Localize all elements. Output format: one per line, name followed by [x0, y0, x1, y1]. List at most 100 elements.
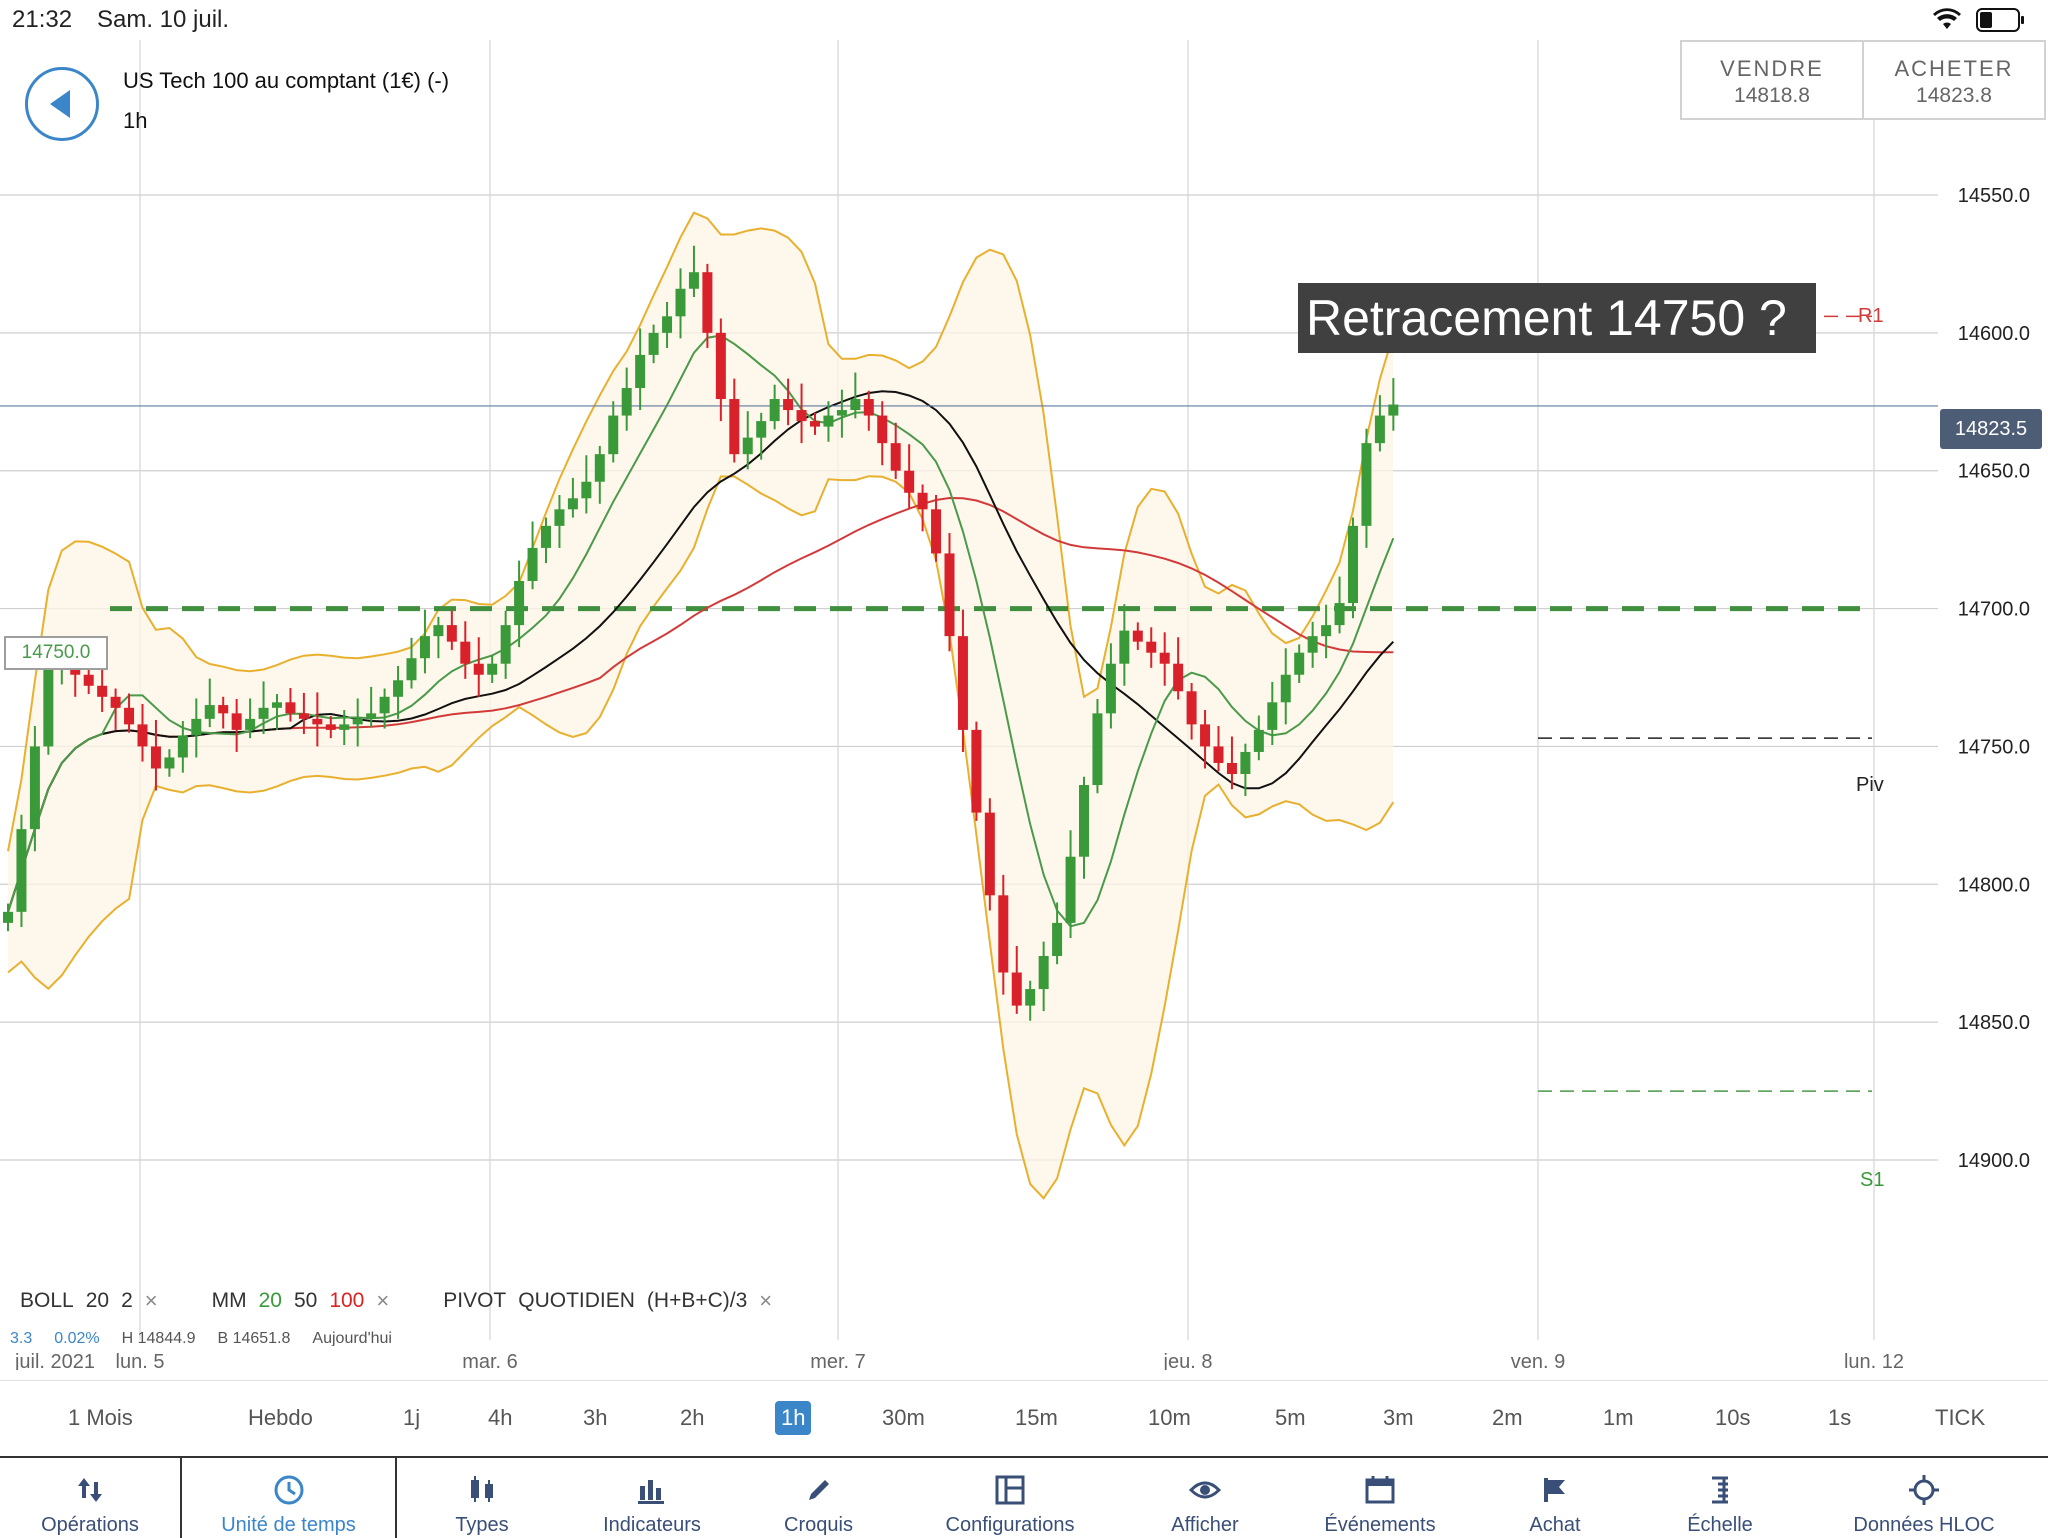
- toolbar-candles[interactable]: Types: [397, 1458, 567, 1538]
- toolbar-label: Configurations: [945, 1514, 1075, 1536]
- timeframe-10s[interactable]: 10s: [1715, 1405, 1751, 1430]
- candle-body: [393, 680, 404, 697]
- timeframe-4h[interactable]: 4h: [488, 1405, 513, 1430]
- clock-icon: [274, 1475, 303, 1505]
- toolbar-layout[interactable]: Configurations: [900, 1458, 1120, 1538]
- candle-body: [675, 288, 686, 317]
- timeframe-3m[interactable]: 3m: [1383, 1405, 1414, 1430]
- candle: [379, 688, 390, 729]
- timeframe-1j[interactable]: 1j: [403, 1405, 421, 1430]
- y-tick-label: 14550.0: [1958, 185, 2030, 207]
- timeframe-3h[interactable]: 3h: [583, 1405, 608, 1430]
- candle: [729, 378, 740, 463]
- timeframe-15m[interactable]: 15m: [1015, 1405, 1058, 1430]
- candle-body: [635, 354, 646, 388]
- candle-body: [742, 437, 753, 455]
- timeframe-hebdo[interactable]: Hebdo: [248, 1405, 313, 1430]
- candle: [1334, 576, 1345, 634]
- s1-label: S1: [1860, 1169, 1884, 1191]
- remove-pivot-icon[interactable]: ×: [759, 1288, 773, 1313]
- timeframe-tick[interactable]: TICK: [1935, 1405, 1986, 1430]
- candle-body: [514, 581, 525, 626]
- sell-button[interactable]: VENDRE 14818.8: [1680, 40, 1864, 120]
- pivot-name[interactable]: PIVOT: [443, 1289, 507, 1312]
- candle-body: [1388, 404, 1399, 416]
- toolbar-pencil[interactable]: Croquis: [737, 1458, 900, 1538]
- candles-icon: [471, 1476, 493, 1502]
- timeframe-1s[interactable]: 1s: [1828, 1405, 1852, 1430]
- timeframe-1m[interactable]: 1m: [1603, 1405, 1634, 1430]
- candle-body: [1267, 702, 1278, 730]
- price-chart[interactable]: 14900.0 14850.0 14800.0 14750.0 14700.0 14650…: [0, 40, 2048, 1370]
- toolbar-scale[interactable]: Échelle: [1640, 1458, 1800, 1538]
- remove-mm-icon[interactable]: ×: [376, 1288, 390, 1313]
- toolbar-crosshair[interactable]: Données HLOC: [1800, 1458, 2048, 1538]
- toolbar-eye[interactable]: Afficher: [1120, 1458, 1290, 1538]
- candle: [581, 455, 592, 514]
- candle-body: [446, 625, 457, 642]
- candle-body: [1294, 652, 1305, 675]
- candle: [272, 694, 282, 730]
- candle: [352, 698, 363, 747]
- x-tick-label: ven. 9: [1511, 1351, 1565, 1370]
- timeframe-5m[interactable]: 5m: [1275, 1405, 1306, 1430]
- timeframe-2m[interactable]: 2m: [1492, 1405, 1523, 1430]
- back-button[interactable]: [25, 67, 99, 141]
- candle: [500, 610, 511, 679]
- info-low: B 14651.8: [217, 1330, 291, 1346]
- candle: [554, 494, 565, 548]
- timeframe-2h[interactable]: 2h: [680, 1405, 705, 1430]
- candle: [594, 445, 605, 504]
- x-tick-label: mer. 7: [810, 1351, 866, 1370]
- remove-boll-icon[interactable]: ×: [144, 1288, 158, 1313]
- timeframe-1h[interactable]: 1h: [775, 1401, 812, 1435]
- candle-body: [191, 718, 202, 736]
- y-axis: 14900.0 14850.0 14800.0 14750.0 14700.0 14650…: [1958, 185, 2030, 1172]
- candle-body: [298, 713, 309, 719]
- timeframe-10m[interactable]: 10m: [1148, 1405, 1191, 1430]
- toolbar-calendar[interactable]: Événements: [1290, 1458, 1470, 1538]
- boll-name[interactable]: BOLL: [20, 1289, 74, 1312]
- candle: [245, 698, 256, 739]
- candle-body: [581, 481, 592, 499]
- toolbar-bars[interactable]: Indicateurs: [567, 1458, 737, 1538]
- toolbar-flag[interactable]: Achat: [1470, 1458, 1640, 1538]
- candle: [715, 318, 726, 422]
- pivot-formula: (H+B+C)/3: [646, 1289, 748, 1312]
- candle-body: [1334, 603, 1345, 626]
- candle-body: [245, 718, 256, 730]
- candle-body: [567, 498, 578, 510]
- candle-body: [433, 625, 444, 637]
- x-axis: juil. 2021 lun. 5 mar. 6 mer. 7 jeu. 8 ven. 9…: [14, 1351, 1904, 1370]
- candle-body: [97, 685, 108, 697]
- candle: [944, 533, 955, 652]
- candle-body: [500, 625, 511, 664]
- toolbar-clock[interactable]: Unité de temps: [182, 1458, 395, 1538]
- candle-body: [1052, 922, 1063, 956]
- timeframe-30m[interactable]: 30m: [882, 1405, 925, 1430]
- candle: [191, 698, 202, 758]
- candle: [419, 609, 430, 674]
- candle-body: [810, 421, 820, 427]
- candle-body: [3, 911, 13, 923]
- candle-body: [944, 553, 955, 637]
- candle-body: [648, 332, 659, 355]
- buy-button[interactable]: ACHETER 14823.8: [1862, 40, 2046, 120]
- level-tag[interactable]: 14750.0: [4, 636, 108, 670]
- candle: [487, 655, 498, 684]
- candle: [1348, 517, 1358, 619]
- candle: [836, 389, 847, 438]
- y-tick-label: 14600.0: [1958, 323, 2030, 345]
- timeframe-1-mois[interactable]: 1 Mois: [68, 1405, 133, 1430]
- buy-label: ACHETER: [1894, 56, 2014, 81]
- candle-body: [137, 724, 148, 747]
- mm-name[interactable]: MM: [211, 1289, 247, 1312]
- toolbar-arrows[interactable]: Opérations: [0, 1458, 180, 1538]
- mm20-line: [7, 334, 1395, 928]
- candle: [514, 560, 525, 648]
- annotation-box[interactable]: Retracement 14750 ?: [1298, 283, 1816, 353]
- candle-body: [460, 641, 471, 664]
- header: US Tech 100 au comptant (1€) (-) 1h: [0, 40, 2048, 150]
- candle: [904, 444, 915, 508]
- candle: [1374, 395, 1385, 452]
